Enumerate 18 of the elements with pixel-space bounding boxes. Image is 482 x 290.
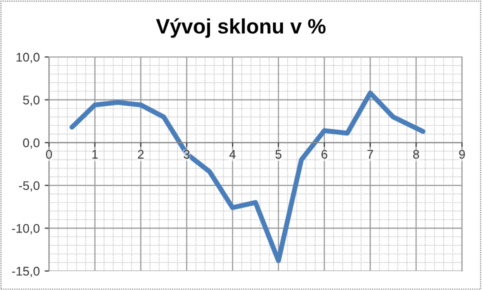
x-tick-label: 5: [275, 150, 282, 159]
x-tick-label: 1: [92, 150, 98, 159]
chart-title: Vývoj sklonu v %: [156, 18, 326, 38]
y-tick-label: -15,0: [12, 266, 40, 278]
x-tick-label: 6: [321, 150, 328, 159]
x-tick-label: 0: [46, 150, 52, 159]
y-tick-label: -5,0: [18, 181, 40, 192]
x-tick-label: 8: [413, 150, 420, 159]
x-tick-label: 3: [184, 150, 190, 159]
x-tick-label: 2: [138, 150, 144, 159]
line-series: [70, 90, 426, 264]
x-tick-label: 9: [459, 150, 465, 159]
y-tick-label: 0,0: [23, 138, 40, 149]
y-tick-label: 5,0: [23, 96, 40, 106]
y-tick-label: -10,0: [12, 224, 40, 234]
x-tick-label: 7: [367, 150, 374, 159]
x-tick-label: 4: [229, 150, 236, 159]
y-tick-label: 10,0: [16, 52, 40, 64]
